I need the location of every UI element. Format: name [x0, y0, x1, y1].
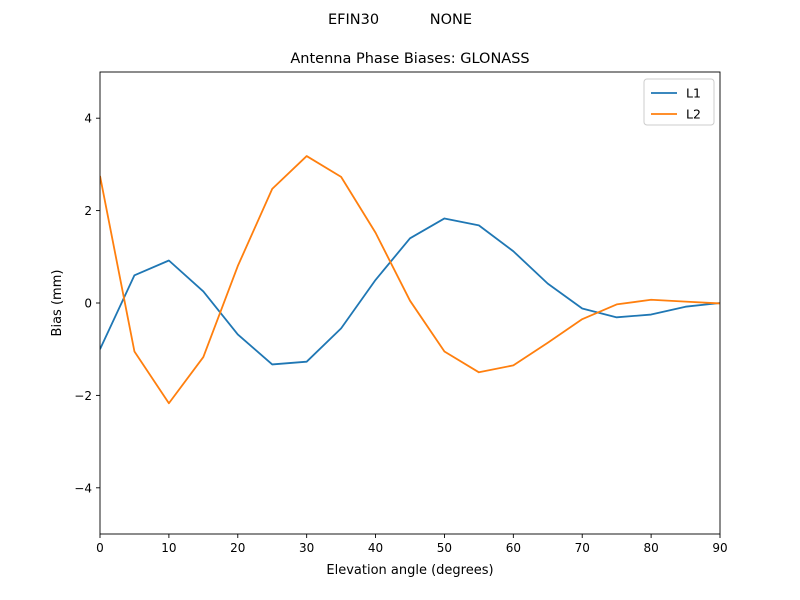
x-tick-label: 50: [437, 541, 452, 555]
x-tick-label: 0: [96, 541, 104, 555]
y-tick-label: 2: [84, 204, 92, 218]
x-tick-label: 30: [299, 541, 314, 555]
x-tick-label: 20: [230, 541, 245, 555]
series-line-l2: [100, 155, 720, 405]
y-tick-label: 4: [84, 112, 92, 126]
plot-area: 0 10 20 30 40 50 60 70 80 90 −4 −2 0 2 4 L1 L2: [74, 71, 728, 555]
legend-label-l1: L1: [686, 86, 701, 101]
x-tick-label: 70: [575, 541, 590, 555]
y-tick-label: −4: [74, 481, 92, 495]
chart-suptitle: EFIN30 NONE: [328, 12, 472, 28]
series-line-l1: [100, 217, 720, 366]
y-axis-label: Bias (mm): [50, 270, 65, 337]
x-tick-label: 90: [712, 541, 727, 555]
x-tick-label: 10: [161, 541, 176, 555]
x-tick-label: 60: [506, 541, 521, 555]
legend-box: [643, 78, 715, 126]
x-tick-label: 40: [368, 541, 383, 555]
y-tick-label: −2: [74, 389, 92, 403]
x-axis-label: Elevation angle (degrees): [326, 563, 493, 578]
legend-label-l2: L2: [686, 107, 701, 122]
x-tick-label: 80: [643, 541, 658, 555]
chart-title: Antenna Phase Biases: GLONASS: [290, 51, 529, 67]
y-tick-label: 0: [84, 297, 92, 311]
